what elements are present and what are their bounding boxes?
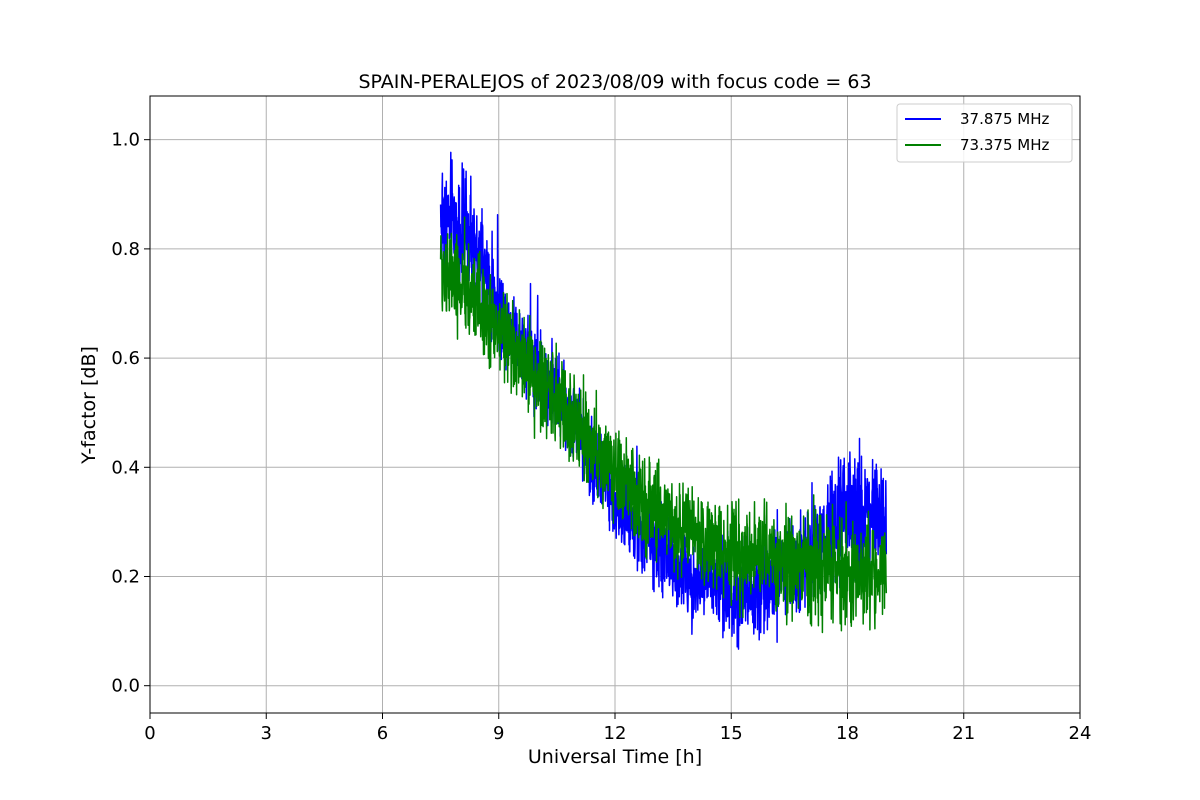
x-tick-label: 18 [836,723,859,744]
y-tick-label: 1.0 [111,130,140,151]
y-tick-label: 0.6 [111,348,140,369]
plot-series [439,151,888,650]
legend-label-73375: 73.375 MHz [960,136,1049,154]
x-tick-label: 9 [493,723,504,744]
x-tick-label: 15 [720,723,743,744]
x-tick-label: 3 [261,723,272,744]
legend: 37.875 MHz 73.375 MHz [896,103,1073,163]
series-line-1 [439,216,888,634]
chart-title: SPAIN-PERALEJOS of 2023/08/09 with focus… [358,71,871,93]
y-tick-label: 0.4 [111,457,140,478]
x-tick-label: 24 [1069,723,1092,744]
axis-ticks: 0 3 6 9 12 15 18 21 24 0.0 0.2 0.4 0.6 0.8 1.0 [111,130,1091,744]
y-axis-label: Y-factor [dB] [78,346,100,465]
x-tick-label: 21 [952,723,975,744]
y-tick-label: 0.0 [111,676,140,697]
legend-label-37875: 37.875 MHz [960,110,1049,128]
y-tick-label: 0.2 [111,566,140,587]
x-tick-label: 6 [377,723,388,744]
y-tick-label: 0.8 [111,239,140,260]
x-tick-label: 0 [144,723,155,744]
x-axis-label: Universal Time [h] [528,746,702,768]
x-tick-label: 12 [604,723,627,744]
